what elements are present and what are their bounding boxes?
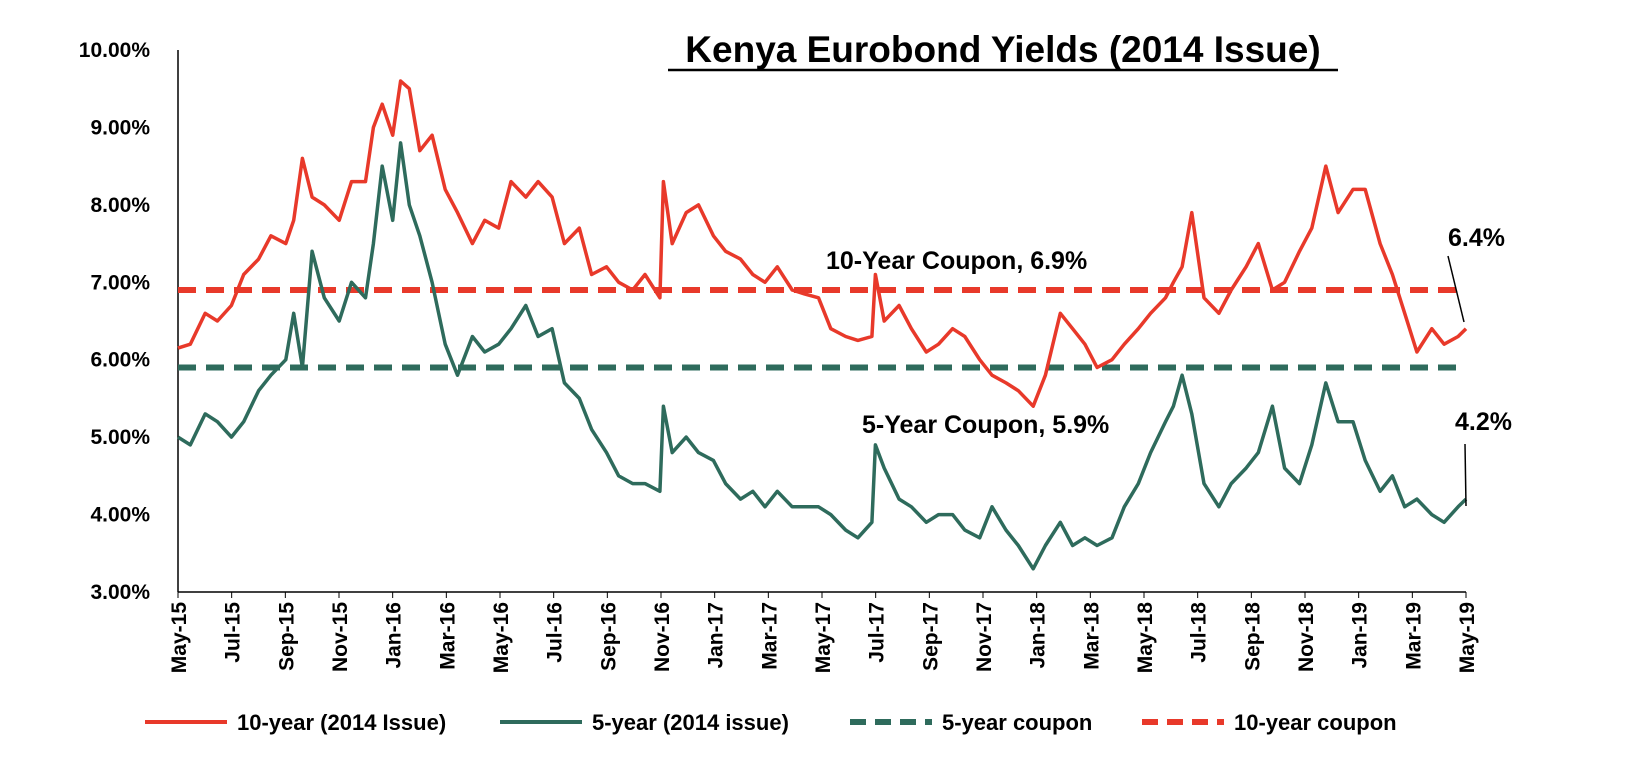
coupon-lines — [178, 287, 1466, 371]
x-tick-label: Mar-18 — [1080, 602, 1103, 670]
legend: 10-year (2014 Issue) 5-year (2014 issue) 5… — [145, 710, 1397, 735]
x-tick-label: Sep-15 — [275, 602, 298, 671]
x-tick-label: Nov-16 — [651, 602, 674, 672]
x-tick-label: Jan-18 — [1027, 602, 1050, 669]
chart-title: Kenya Eurobond Yields (2014 Issue) — [685, 29, 1320, 70]
x-tick-label: Nov-17 — [973, 602, 996, 672]
x-tick-label: Mar-16 — [436, 602, 459, 670]
series-5-year-line — [177, 141, 1468, 571]
x-tick-label: Jul-17 — [866, 602, 889, 663]
x-tick-label: May-19 — [1456, 602, 1479, 673]
series-lines — [177, 79, 1468, 571]
series-10-year-line — [177, 79, 1468, 408]
x-tick-label: Nov-18 — [1295, 602, 1318, 672]
y-tick-label: 3.00% — [90, 581, 150, 604]
annotation-5y-latest: 4.2% — [1455, 408, 1512, 436]
x-tick-label: Jan-19 — [1349, 602, 1372, 669]
y-tick-label: 8.00% — [90, 194, 150, 217]
y-axis-ticks: 10.00% 9.00% 8.00% 7.00% 6.00% 5.00% 4.00% 3.00… — [79, 39, 151, 604]
legend-label: 10-year coupon — [1234, 710, 1397, 735]
x-tick-label: Sep-16 — [597, 602, 620, 671]
annotation-10y-coupon: 10-Year Coupon, 6.9% — [826, 247, 1087, 275]
x-tick-label: Jan-16 — [383, 602, 406, 669]
x-tick-label: Sep-17 — [919, 602, 942, 671]
y-tick-label: 6.00% — [90, 349, 150, 372]
x-tick-label: Jul-18 — [1188, 602, 1211, 663]
annotation-10y-latest-pointer — [1447, 255, 1465, 323]
legend-label: 5-year coupon — [942, 710, 1092, 735]
annotation-10y-latest: 6.4% — [1448, 224, 1505, 252]
x-axis-ticks: May-15 Jul-15 Sep-15 Nov-15 Jan-16 Mar-16 May-… — [168, 592, 1479, 673]
x-tick-label: May-16 — [490, 602, 513, 673]
y-tick-label: 4.00% — [90, 504, 150, 527]
x-tick-label: Mar-19 — [1402, 602, 1425, 670]
x-tick-label: May-18 — [1134, 602, 1157, 674]
y-tick-label: 7.00% — [90, 271, 150, 294]
legend-label: 10-year (2014 Issue) — [237, 710, 446, 735]
y-tick-label: 9.00% — [90, 116, 150, 139]
x-tick-label: Mar-17 — [758, 602, 781, 670]
x-tick-label: Jan-17 — [705, 602, 728, 669]
y-tick-label: 10.00% — [79, 39, 151, 62]
x-tick-label: May-17 — [812, 602, 835, 673]
x-tick-label: Jul-16 — [544, 602, 567, 663]
x-tick-label: Nov-15 — [329, 602, 352, 672]
legend-label: 5-year (2014 issue) — [592, 710, 789, 735]
y-tick-label: 5.00% — [90, 426, 150, 449]
x-tick-label: Jul-15 — [222, 602, 245, 663]
annotation-5y-coupon: 5-Year Coupon, 5.9% — [862, 411, 1109, 439]
x-tick-label: Sep-18 — [1241, 602, 1264, 671]
annotation-5y-latest-pointer — [1464, 443, 1467, 507]
x-tick-label: May-15 — [168, 602, 191, 674]
